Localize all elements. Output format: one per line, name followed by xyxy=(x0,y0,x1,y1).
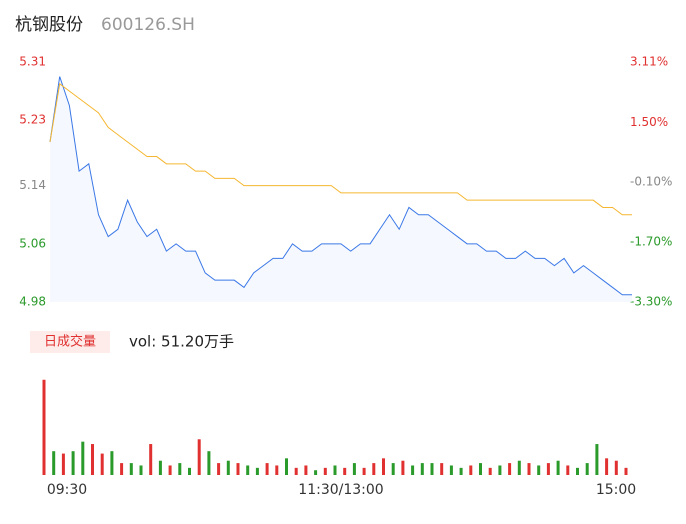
volume-bar xyxy=(91,444,94,475)
volume-bar xyxy=(479,463,482,475)
volume-bar xyxy=(517,460,521,475)
y-tick-label: 5.23 xyxy=(19,113,46,127)
volume-bar xyxy=(605,458,609,475)
volume-bar xyxy=(217,463,221,475)
avg-line xyxy=(49,82,632,216)
volume-bar xyxy=(576,467,579,475)
volume-bar xyxy=(343,467,347,475)
x-tick-label: 15:00 xyxy=(596,482,636,498)
volume-bar xyxy=(323,467,327,475)
volume-bar xyxy=(401,460,405,475)
volume-bar xyxy=(255,467,259,475)
volume-bar xyxy=(178,463,182,475)
y-tick-label: 5.14 xyxy=(19,178,46,192)
volume-bar xyxy=(430,463,434,475)
volume-bar xyxy=(42,379,46,475)
volume-bar xyxy=(120,463,124,475)
volume-bar xyxy=(197,439,201,475)
volume-bar xyxy=(158,460,162,475)
volume-bar xyxy=(285,458,288,475)
x-tick-label: 11:30/13:00 xyxy=(298,482,383,498)
volume-bar xyxy=(420,463,424,475)
volume-badge xyxy=(30,331,110,353)
x-tick-label: 09:30 xyxy=(47,482,87,498)
volume-bar xyxy=(352,463,356,475)
volume-bar xyxy=(585,463,589,475)
volume-bar xyxy=(556,460,560,475)
volume-bar xyxy=(304,465,308,475)
volume-bar xyxy=(527,463,531,475)
y-tick-label: 5.06 xyxy=(19,236,46,250)
volume-bar xyxy=(459,467,463,475)
volume-bar xyxy=(449,465,453,475)
y2-tick-label: -1.70% xyxy=(630,235,672,249)
price-area xyxy=(50,76,632,302)
volume-bar xyxy=(498,465,502,475)
volume-bar xyxy=(236,463,240,475)
volume-bar xyxy=(372,463,376,475)
volume-bar xyxy=(188,467,191,475)
volume-bar xyxy=(508,463,512,475)
volume-bar xyxy=(265,463,269,475)
volume-bar xyxy=(488,467,492,475)
volume-bar xyxy=(362,467,366,475)
stock-code: 600126.SH xyxy=(101,15,195,35)
volume-bar xyxy=(207,451,211,475)
volume-bar xyxy=(100,453,104,475)
volume-bar xyxy=(275,465,279,475)
volume-bar xyxy=(226,460,230,475)
volume-bar xyxy=(314,470,318,475)
volume-bar xyxy=(382,458,385,475)
volume-label: 日成交量 xyxy=(44,334,96,350)
price-line xyxy=(49,76,632,296)
volume-bar xyxy=(624,467,628,475)
y-tick-label: 4.98 xyxy=(19,295,46,309)
volume-bar xyxy=(440,463,444,475)
volume-total: vol: 51.20万手 xyxy=(129,333,234,351)
volume-bar xyxy=(333,465,337,475)
volume-bar xyxy=(614,460,618,475)
volume-bar xyxy=(149,444,153,475)
volume-bar xyxy=(546,463,550,475)
y2-tick-label: -0.10% xyxy=(630,175,672,189)
y2-tick-label: 3.11% xyxy=(630,55,668,69)
volume-bar xyxy=(129,463,133,475)
volume-bar xyxy=(110,451,114,475)
volume-bar xyxy=(294,467,298,475)
y2-tick-label: 1.50% xyxy=(630,115,668,129)
volume-bar xyxy=(52,451,56,475)
volume-bar xyxy=(391,463,395,475)
volume-bar xyxy=(411,465,415,475)
volume-bar xyxy=(537,465,541,475)
volume-bar xyxy=(139,465,143,475)
y-tick-label: 5.31 xyxy=(19,55,46,69)
stock-name: 杭钢股份 xyxy=(15,15,83,35)
volume-bar xyxy=(246,465,250,475)
volume-bar xyxy=(71,451,75,475)
y2-tick-label: -3.30% xyxy=(630,295,672,309)
volume-bar xyxy=(61,453,65,475)
volume-bar xyxy=(566,465,570,475)
volume-bar xyxy=(595,444,599,475)
volume-bar xyxy=(469,465,473,475)
volume-bar xyxy=(168,465,172,475)
volume-bar xyxy=(81,441,85,475)
